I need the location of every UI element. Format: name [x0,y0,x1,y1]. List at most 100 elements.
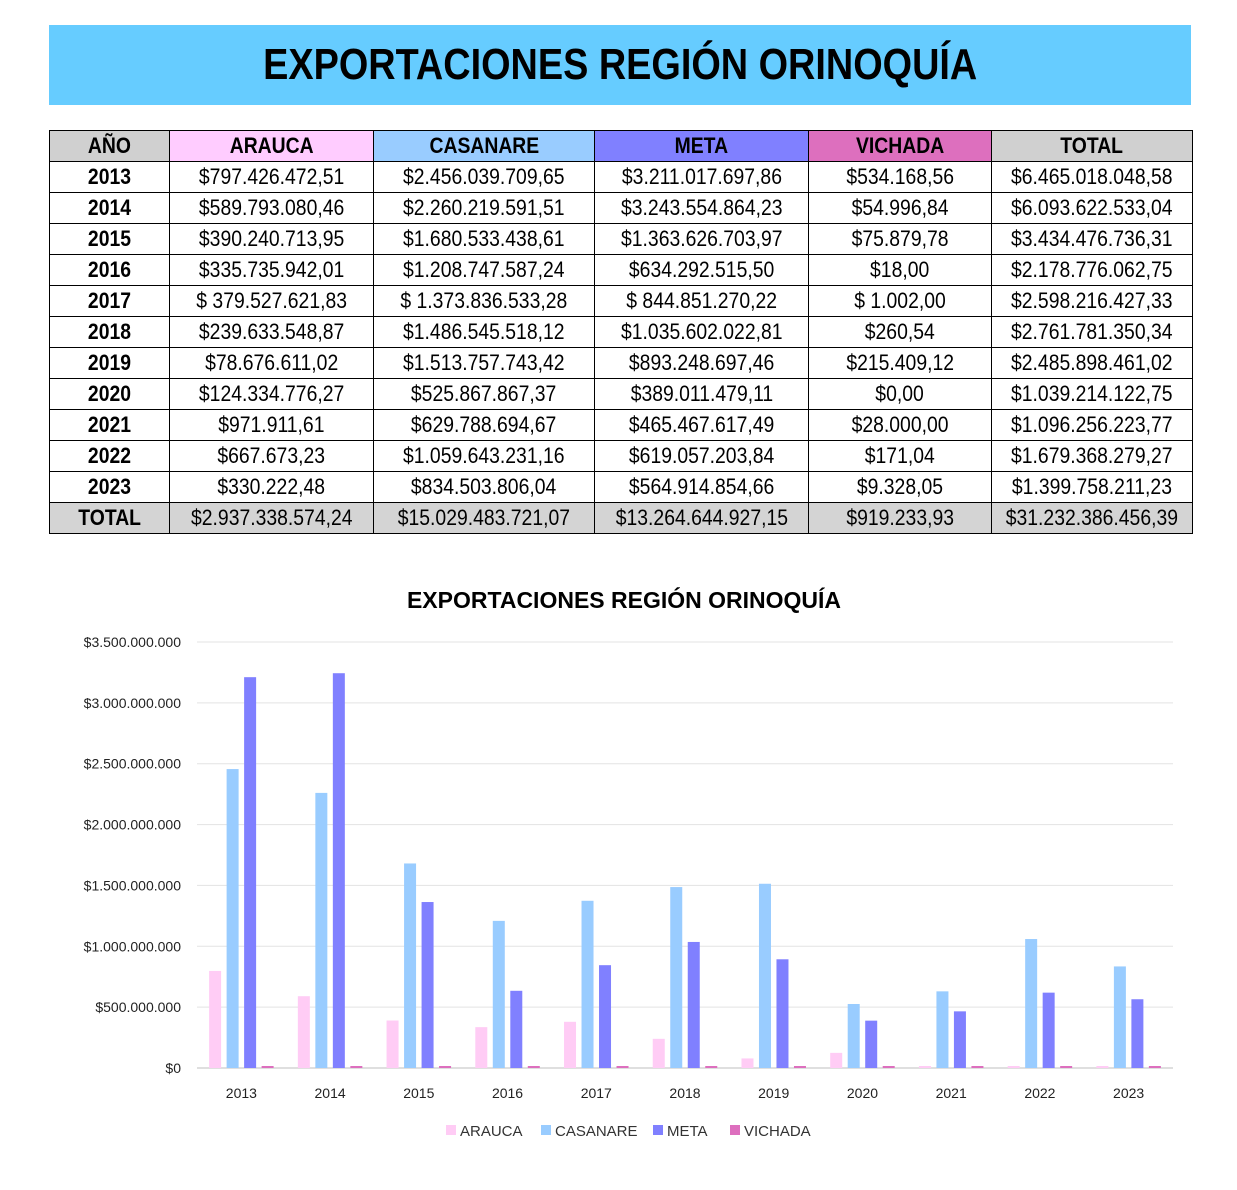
value-cell: $2.456.039.709,65 [373,161,595,193]
bar-casanare-2014 [315,792,328,1068]
value-cell: $1.208.747.587,24 [373,254,595,286]
value-cell: $28.000,00 [808,409,992,441]
chart-bars [209,673,1161,1068]
bar-vichada-2018 [705,1066,718,1068]
value-cell: $ 1.373.836.533,28 [373,285,595,317]
bar-casanare-2017 [581,900,594,1068]
value-cell: $78.676.611,02 [169,347,374,379]
legend-label-meta: META [667,1123,708,1140]
value-cell: $6.465.018.048,58 [991,161,1193,193]
value-cell: $75.879,78 [808,223,992,255]
bar-arauca-2022 [1007,1066,1020,1068]
x-tick-label: 2021 [936,1085,967,1101]
value-cell: $6.093.622.533,04 [991,192,1193,224]
bar-meta-2016 [510,990,523,1068]
y-tick-label: $500.000.000 [95,999,181,1015]
table-row: 2013 $797.426.472,51 $2.456.039.709,65 $3.2… [49,161,1193,193]
x-axis-ticks: 2013 2014 2015 2016 2017 2018 2019 2020 2021 2022… [226,1085,1145,1101]
page-title: EXPORTACIONES REGIÓN ORINOQUÍA [262,40,978,89]
bar-vichada-2019 [793,1066,806,1068]
y-tick-label: $1.000.000.000 [84,938,182,954]
x-tick-label: 2014 [315,1085,346,1101]
bar-casanare-2013 [226,769,239,1068]
table-row: 2015 $390.240.713,95 $1.680.533.438,61 $1.3… [49,223,1193,255]
header-arauca: ARAUCA [169,130,374,162]
value-cell: $1.680.533.438,61 [373,223,595,255]
bar-meta-2015 [421,902,434,1068]
value-cell: $1.399.758.211,23 [991,471,1193,503]
value-cell: $971.911,61 [169,409,374,441]
value-cell: $629.788.694,67 [373,409,595,441]
value-cell: $564.914.854,66 [594,471,809,503]
value-cell: $18,00 [808,254,992,286]
bar-vichada-2013 [261,1066,274,1068]
value-cell: $1.035.602.022,81 [594,316,809,348]
page-banner: EXPORTACIONES REGIÓN ORINOQUÍA [49,25,1191,105]
year-cell: 2013 [49,161,170,193]
value-cell: $3.434.476.736,31 [991,223,1193,255]
total-value-cell: $13.264.644.927,15 [594,502,809,534]
bar-meta-2020 [865,1020,878,1068]
bar-casanare-2016 [492,920,505,1068]
value-cell: $171,04 [808,440,992,472]
value-cell: $ 1.002,00 [808,285,992,317]
table-header-row: AÑO ARAUCA CASANARE META VICHADA TOTAL [49,130,1193,162]
bar-arauca-2020 [830,1052,843,1068]
exports-chart: EXPORTACIONES REGIÓN ORINOQUÍA $0 $500.00… [84,586,1173,1140]
total-value-cell: $2.937.338.574,24 [169,502,374,534]
y-tick-label: $0 [165,1060,181,1076]
bar-arauca-2023 [1096,1066,1109,1068]
y-tick-label: $2.000.000.000 [84,817,182,833]
header-meta: META [594,130,809,162]
legend-swatch-meta [653,1125,663,1135]
value-cell: $239.633.548,87 [169,316,374,348]
total-value-cell: $919.233,93 [808,502,992,534]
year-cell: 2021 [49,409,170,441]
value-cell: $2.761.781.350,34 [991,316,1193,348]
chart-gridlines [197,641,1173,1069]
total-value-cell: $31.232.386.456,39 [991,502,1193,534]
year-cell: 2018 [49,316,170,348]
value-cell: $465.467.617,49 [594,409,809,441]
value-cell: $1.679.368.279,27 [991,440,1193,472]
legend-swatch-vichada [730,1125,740,1135]
value-cell: $390.240.713,95 [169,223,374,255]
legend-swatch-arauca [446,1125,456,1135]
value-cell: $589.793.080,46 [169,192,374,224]
total-label-cell: TOTAL [49,502,170,534]
legend-label-arauca: ARAUCA [460,1123,523,1140]
header-year: AÑO [49,130,170,162]
bar-arauca-2018 [652,1038,665,1068]
bar-arauca-2015 [386,1020,399,1068]
header-casanare: CASANARE [373,130,595,162]
bar-vichada-2020 [882,1066,895,1068]
table-row: 2014 $589.793.080,46 $2.260.219.591,51 $3.2… [49,192,1193,224]
bar-meta-2017 [599,965,612,1068]
value-cell: $525.867.867,37 [373,378,595,410]
bar-meta-2013 [244,677,257,1068]
value-cell: $2.260.219.591,51 [373,192,595,224]
bar-meta-2019 [776,959,789,1068]
year-cell: 2019 [49,347,170,379]
bar-casanare-2015 [404,863,417,1068]
table-row: 2021 $971.911,61 $629.788.694,67 $465.467.6… [49,409,1193,441]
value-cell: $124.334.776,27 [169,378,374,410]
total-value-cell: $15.029.483.721,07 [373,502,595,534]
x-tick-label: 2023 [1113,1085,1144,1101]
y-tick-label: $3.000.000.000 [84,695,182,711]
bar-casanare-2018 [670,887,683,1068]
value-cell: $3.243.554.864,23 [594,192,809,224]
table-row: 2022 $667.673,23 $1.059.643.231,16 $619.057… [49,440,1193,472]
value-cell: $ 379.527.621,83 [169,285,374,317]
year-cell: 2016 [49,254,170,286]
x-tick-label: 2017 [581,1085,612,1101]
x-tick-label: 2020 [847,1085,878,1101]
bar-meta-2021 [953,1011,966,1068]
year-cell: 2017 [49,285,170,317]
bar-vichada-2015 [439,1066,452,1068]
bar-meta-2018 [687,941,700,1068]
bar-arauca-2017 [564,1021,577,1068]
value-cell: $797.426.472,51 [169,161,374,193]
bar-casanare-2023 [1113,966,1126,1068]
x-tick-label: 2013 [226,1085,257,1101]
